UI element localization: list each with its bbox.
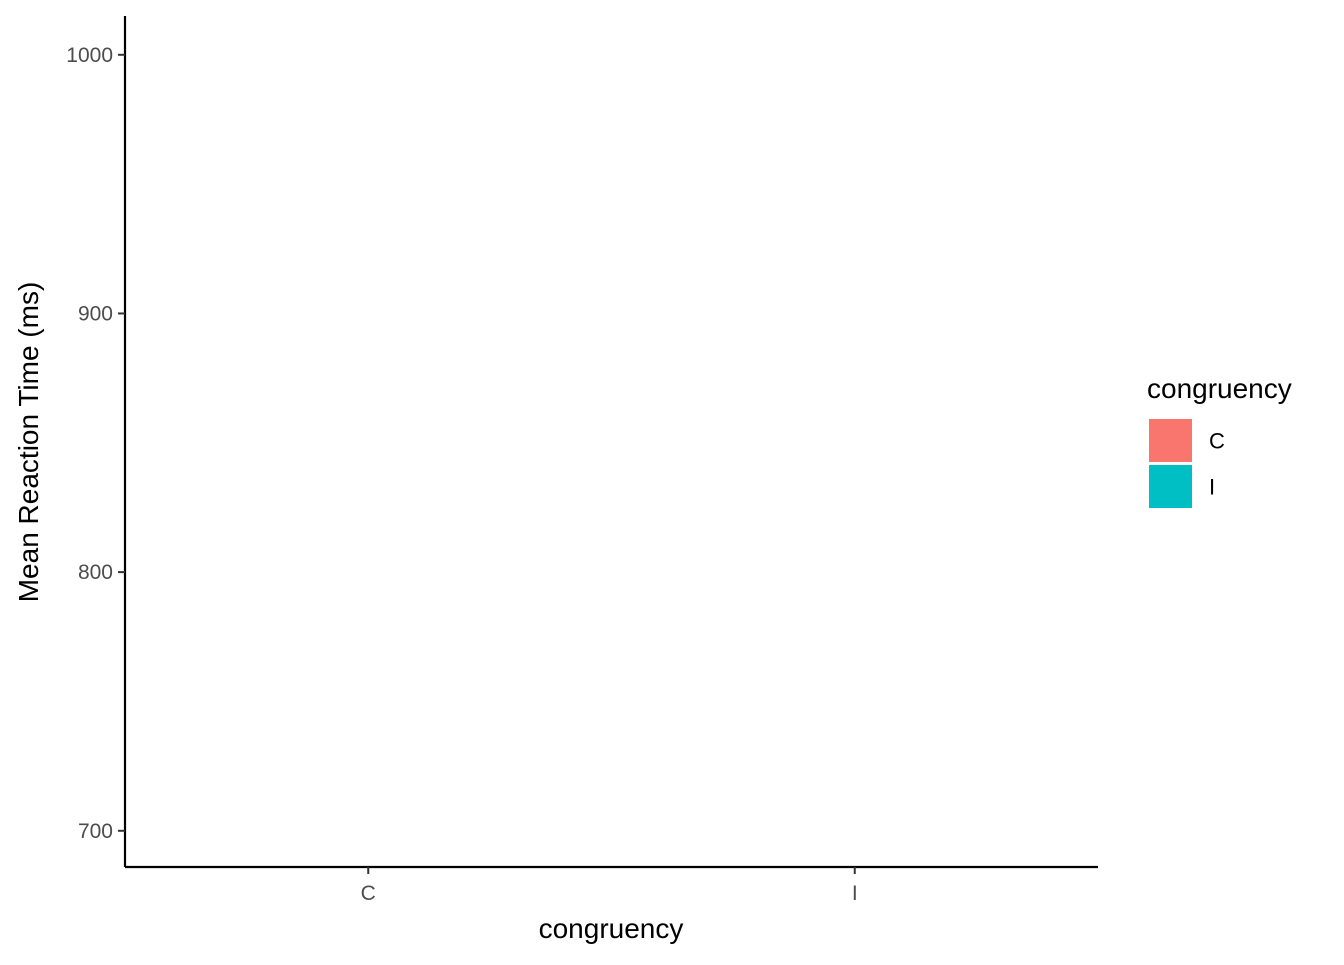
y-tick-label: 700 [78, 820, 113, 843]
y-tick-label: 800 [78, 561, 113, 584]
y-tick-label: 900 [78, 302, 113, 325]
legend-label: C [1209, 429, 1225, 454]
legend-item: I [1149, 465, 1215, 508]
legend-entries: CI [1149, 419, 1225, 508]
y-axis: 700 800 900 1000 [66, 16, 127, 867]
legend-label: I [1209, 475, 1215, 500]
legend: congruency CI [1147, 373, 1292, 508]
y-axis-title: Mean Reaction Time (ms) [13, 282, 44, 603]
legend-key [1149, 419, 1192, 462]
x-tick-label: C [361, 882, 376, 905]
x-axis-title: congruency [539, 913, 684, 944]
legend-title: congruency [1147, 373, 1292, 404]
x-tick-label: I [852, 882, 858, 905]
legend-key [1149, 465, 1192, 508]
legend-item: C [1149, 419, 1225, 462]
y-tick-label: 1000 [66, 44, 113, 67]
